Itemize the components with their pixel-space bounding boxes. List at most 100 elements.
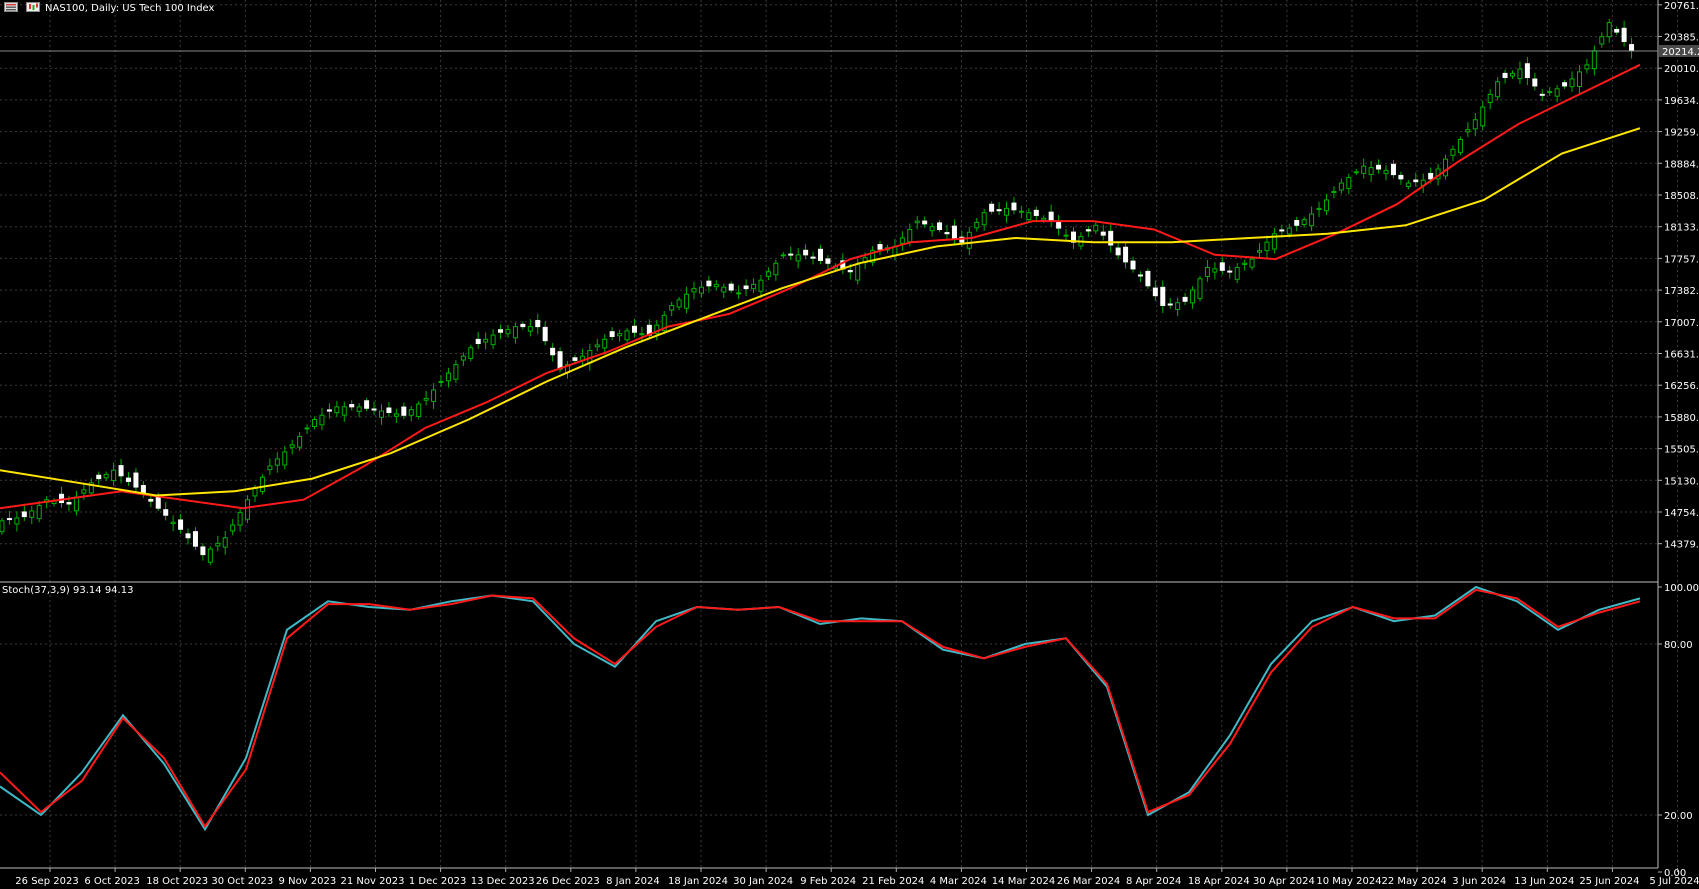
price-tick-label: 17757.9 [1664, 254, 1699, 265]
candle-bear [1056, 221, 1062, 229]
candle-bull [1041, 217, 1047, 221]
candle-bull [758, 279, 764, 292]
candle-bull [88, 482, 94, 494]
candle-bull [319, 414, 325, 426]
candle-bull [1316, 207, 1322, 210]
candle-bull [1063, 234, 1069, 237]
window-menu-icon[interactable] [4, 2, 18, 12]
candle-bear [1390, 163, 1396, 176]
stoch-tick-label: 80.00 [1664, 640, 1693, 651]
candle-bear [133, 472, 139, 488]
candle-bull [602, 338, 608, 349]
date-tick-label: 1 Dec 2023 [409, 876, 467, 887]
candle-bear [1524, 63, 1530, 79]
chart-title: NAS100, Daily: US Tech 100 Index [45, 3, 215, 14]
candle-bull [460, 355, 466, 361]
candle-bull [1465, 129, 1471, 133]
candle-bull [1487, 93, 1493, 104]
candle-bull [617, 333, 623, 337]
candle-bear [944, 232, 950, 235]
candle-bull [780, 254, 786, 257]
date-tick-label: 9 Nov 2023 [279, 876, 337, 887]
candle-bull [974, 221, 980, 229]
candle-bull [304, 427, 310, 430]
candle-bear [1130, 260, 1136, 270]
candle-bull [1212, 268, 1218, 273]
stoch-title: Stoch(37,3,9) 93.14 94.13 [2, 585, 134, 596]
candle-bear [989, 203, 995, 212]
candle-bull [713, 283, 719, 288]
candle-bull [1346, 176, 1352, 189]
candle-bull [512, 326, 518, 339]
candle-bull [1383, 169, 1389, 175]
candle-bull [29, 510, 35, 518]
candle-bear [1160, 286, 1166, 307]
candle-bull [453, 364, 459, 380]
candle-bear [550, 347, 556, 356]
date-tick-label: 5 Jul 2024 [1649, 876, 1699, 887]
candle-bear [572, 357, 578, 361]
candle-bear [155, 495, 161, 509]
candle-bull [81, 489, 87, 494]
candle-bull [1554, 88, 1560, 97]
candle-bull [751, 283, 757, 290]
candle-bear [6, 518, 12, 521]
candle-bear [1562, 82, 1568, 87]
candle-bear [728, 283, 734, 291]
candle-bull [393, 413, 399, 417]
candle-bear [1629, 44, 1635, 52]
candle-bear [1398, 174, 1404, 180]
date-tick-label: 6 Oct 2023 [84, 876, 139, 887]
date-tick-label: 10 May 2024 [1316, 876, 1381, 887]
candle-bull [773, 262, 779, 276]
candle-bear [148, 498, 154, 502]
candle-bull [1286, 227, 1292, 235]
candle-bull [1569, 78, 1575, 88]
candle-bull [334, 406, 340, 414]
candle-bear [520, 323, 526, 328]
price-tick-label: 18133.3 [1664, 223, 1699, 234]
candle-bear [535, 320, 541, 328]
candle-bull [252, 487, 258, 497]
candle-bear [371, 408, 377, 411]
candle-bull [1301, 219, 1307, 226]
candle-bull [661, 314, 667, 332]
candle-bull [215, 542, 221, 547]
candle-bull [468, 347, 474, 359]
candle-bear [21, 511, 27, 518]
candle-bull [1338, 182, 1344, 191]
date-tick-label: 13 Jun 2024 [1514, 876, 1574, 887]
candle-bear [66, 502, 72, 505]
candle-bull [1517, 68, 1523, 80]
date-tick-label: 4 Mar 2024 [930, 876, 987, 887]
stoch-tick-label: 20.00 [1664, 811, 1693, 822]
candle-bull [1480, 106, 1486, 127]
stoch-tick-label: 0.00 [1664, 868, 1686, 879]
candle-bear [609, 331, 615, 337]
candle-bull [1361, 165, 1367, 174]
candle-bull [1249, 258, 1255, 268]
candle-bear [1152, 287, 1158, 297]
candle-bear [1137, 274, 1143, 277]
candle-bear [1048, 211, 1054, 222]
candle-bear [847, 269, 853, 273]
candle-bear [818, 248, 823, 261]
price-tick-label: 17007.1 [1664, 318, 1699, 329]
candle-bull [505, 328, 511, 335]
candle-bear [1279, 229, 1285, 232]
candle-bull [1242, 262, 1248, 265]
candle-bull [1018, 210, 1024, 213]
candle-bull [1606, 22, 1612, 38]
candle-bull [222, 537, 228, 548]
candle-bull [207, 548, 213, 563]
candle-bull [267, 465, 273, 471]
candle-bull [684, 293, 690, 309]
candle-bull [1353, 171, 1359, 174]
stoch-signal-line [0, 588, 1641, 829]
candle-bull [698, 286, 704, 294]
candle-bull [1331, 191, 1337, 194]
candle-bull [1591, 50, 1597, 70]
candle-bull [914, 220, 920, 224]
candle-bear [1621, 27, 1627, 43]
